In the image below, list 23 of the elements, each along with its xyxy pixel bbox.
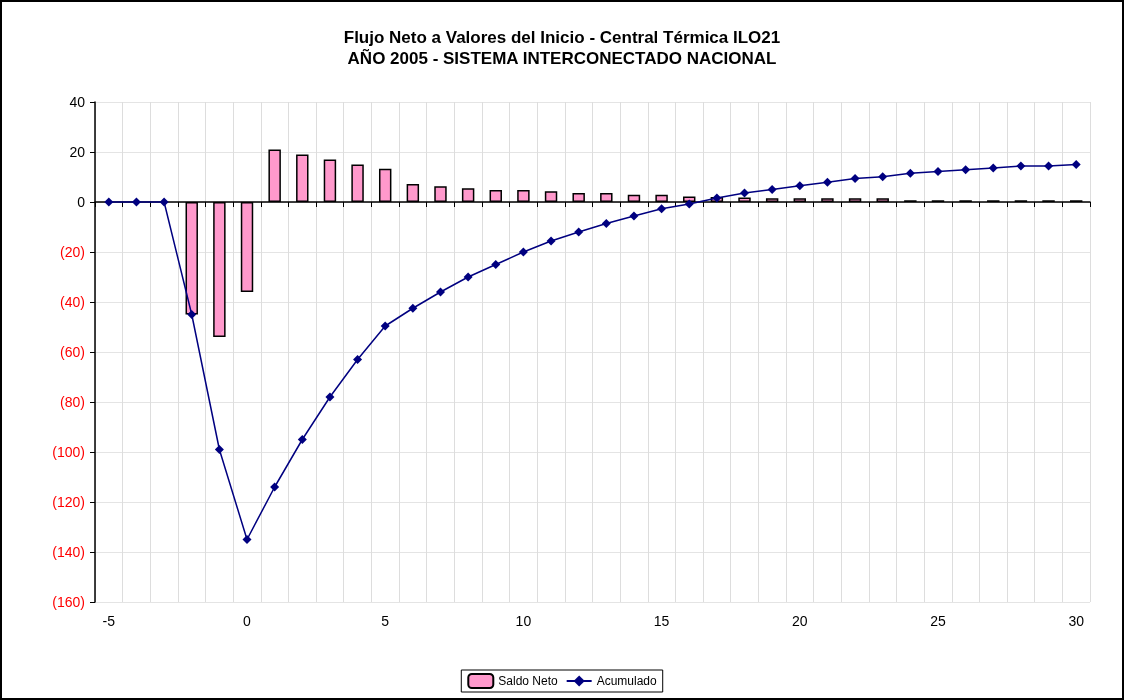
y-tick-label: (120)	[52, 494, 85, 510]
x-tick-label: 20	[792, 613, 808, 629]
legend-label: Saldo Neto	[498, 674, 558, 688]
y-tick-label: 40	[69, 94, 86, 110]
chart-title: Flujo Neto a Valores del Inicio - Central Térmica ILO21	[343, 28, 781, 47]
x-tick-label: 15	[653, 613, 670, 629]
y-tick-label: (140)	[52, 544, 85, 560]
x-tick-label: 25	[930, 613, 946, 629]
y-tick-label: (100)	[52, 444, 85, 460]
y-tick-label: (80)	[60, 394, 85, 410]
y-tick-label: (60)	[60, 344, 85, 360]
y-tick-label: 20	[69, 144, 86, 160]
legend-label: Acumulado	[596, 674, 658, 688]
y-tick-label: 0	[77, 194, 86, 210]
x-tick-label: 30	[1068, 613, 1085, 629]
x-tick-label: 0	[243, 613, 252, 629]
x-tick-label: -5	[102, 613, 116, 629]
y-tick-label: (20)	[60, 244, 85, 260]
y-tick-label: (40)	[60, 294, 85, 310]
y-tick-label: (160)	[52, 594, 85, 610]
x-tick-label: 5	[381, 613, 390, 629]
x-tick-label: 10	[515, 613, 532, 629]
chart-subtitle: AÑO 2005 - SISTEMA INTERCONECTADO NACIONAL	[347, 48, 777, 68]
